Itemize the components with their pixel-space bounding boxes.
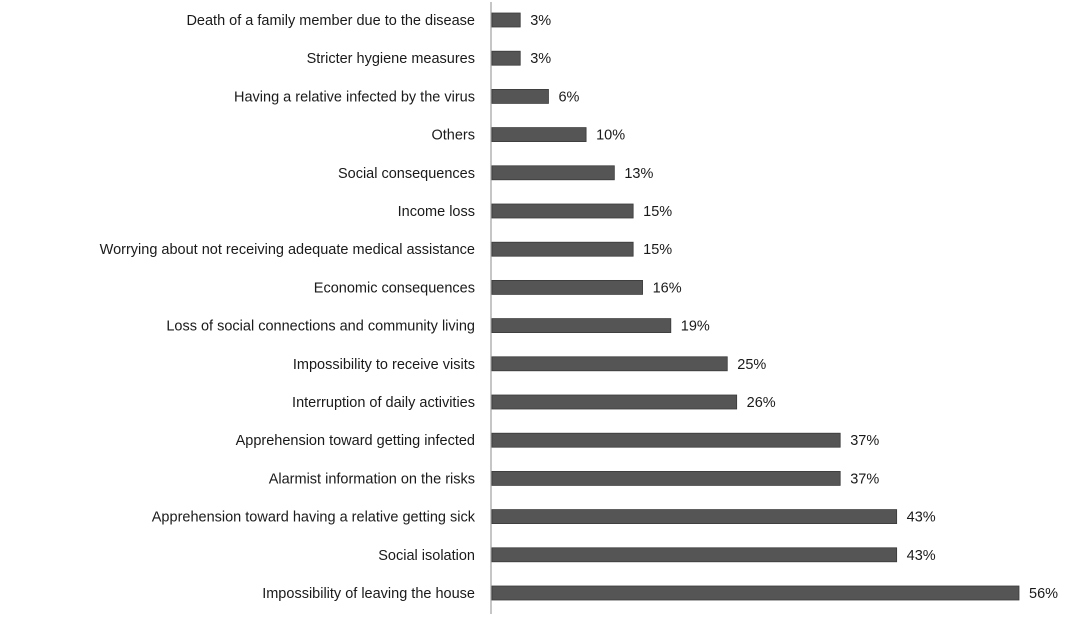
data-label: 13%	[624, 166, 653, 182]
category-label: Stricter hygiene measures	[307, 51, 475, 67]
category-label: Loss of social connections and community…	[166, 319, 475, 335]
bar	[491, 585, 1020, 601]
category-label: Social isolation	[378, 548, 475, 564]
bar	[491, 241, 634, 257]
bar	[491, 165, 615, 181]
category-label: Death of a family member due to the dise…	[186, 13, 475, 29]
data-label: 26%	[747, 395, 776, 411]
bar	[491, 50, 521, 66]
data-labels: 3% 3% 6% 10% 13% 15% 15% 16% 19% 25% 26% 37% 37% 43% 4…	[530, 13, 1058, 602]
bar	[491, 127, 587, 142]
data-label: 43%	[907, 548, 936, 564]
bar	[491, 470, 841, 486]
bar	[491, 12, 521, 28]
data-label: 56%	[1029, 586, 1058, 602]
category-label: Social consequences	[338, 166, 475, 182]
category-label: Alarmist information on the risks	[269, 471, 475, 487]
category-labels: Death of a family member due to the dise…	[100, 13, 476, 602]
data-label: 25%	[737, 357, 766, 373]
bar	[491, 89, 549, 104]
category-label: Impossibility of leaving the house	[262, 586, 475, 602]
category-label: Interruption of daily activities	[292, 395, 475, 411]
bar	[491, 509, 898, 525]
bar	[491, 203, 634, 219]
bar	[491, 547, 898, 563]
data-label: 10%	[596, 128, 625, 144]
bar	[491, 394, 738, 410]
category-label: Others	[431, 128, 475, 144]
bar	[491, 356, 728, 372]
data-label: 15%	[643, 242, 672, 258]
bars	[491, 12, 1020, 601]
category-label: Apprehension toward having a relative ge…	[152, 510, 476, 526]
category-label: Having a relative infected by the virus	[234, 89, 475, 105]
category-label: Income loss	[398, 204, 475, 220]
category-label: Apprehension toward getting infected	[236, 433, 475, 449]
data-label: 16%	[653, 280, 682, 296]
category-label: Impossibility to receive visits	[293, 357, 475, 373]
data-label: 37%	[850, 433, 879, 449]
data-label: 19%	[681, 319, 710, 335]
data-label: 43%	[907, 510, 936, 526]
bar	[491, 432, 841, 448]
category-label: Economic consequences	[314, 280, 475, 296]
bar	[491, 279, 643, 295]
data-label: 15%	[643, 204, 672, 220]
data-label: 3%	[530, 13, 551, 29]
data-label: 3%	[530, 51, 551, 67]
data-label: 37%	[850, 471, 879, 487]
data-label: 6%	[558, 89, 579, 105]
category-label: Worrying about not receiving adequate me…	[100, 242, 475, 258]
bar	[491, 318, 672, 334]
